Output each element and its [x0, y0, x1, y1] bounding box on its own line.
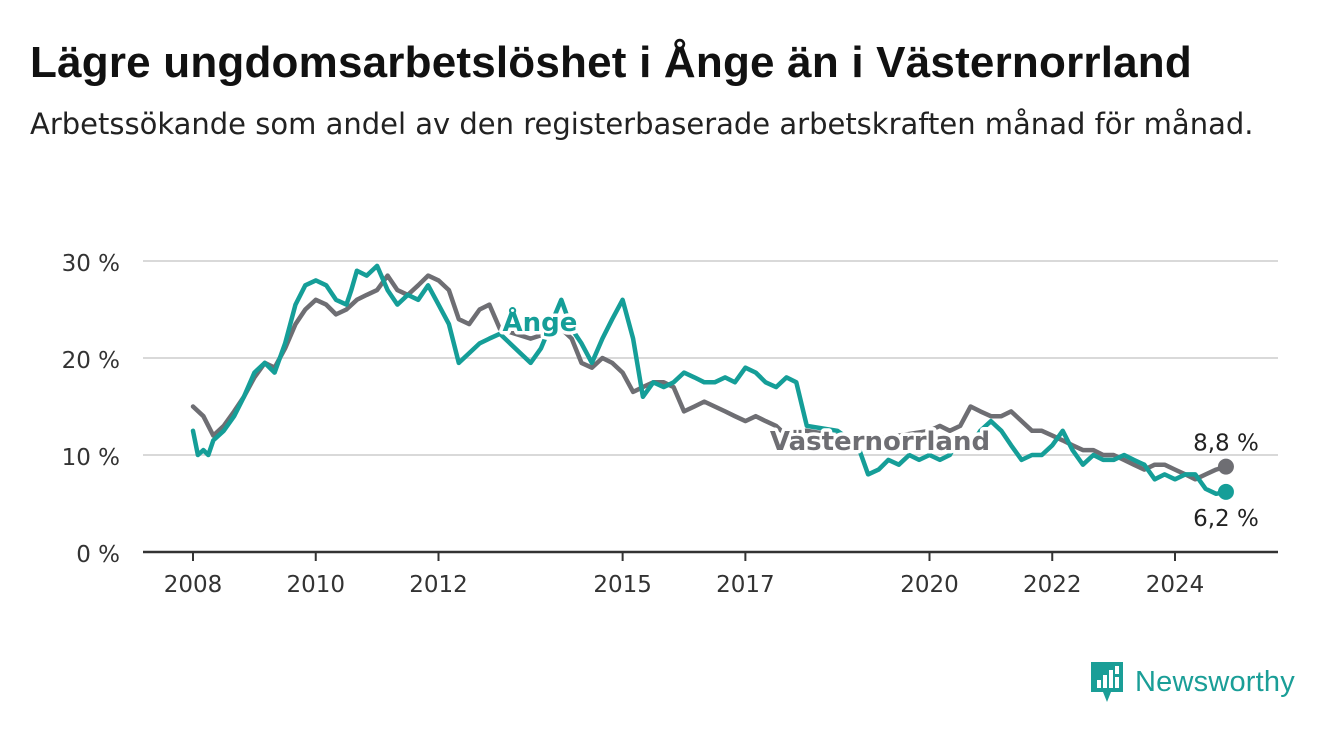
x-tick-label: 2015	[593, 572, 652, 598]
series-line-vasternorrland	[190, 273, 1229, 482]
x-tick-label: 2020	[900, 572, 959, 598]
end-value-label-ange: 6,2 %	[1193, 506, 1259, 532]
end-point-ange	[1217, 483, 1234, 500]
series-label-halo: Västernorrland	[770, 427, 990, 457]
series-lines	[190, 263, 1234, 500]
y-tick-label: 20 %	[62, 348, 120, 374]
chart-title: Lägre ungdomsarbetslöshet i Ånge än i Vä…	[30, 38, 1192, 87]
x-tick-label: 2022	[1023, 572, 1082, 598]
gridlines	[143, 260, 1278, 456]
series-label-vasternorrland: Västernorrland	[770, 427, 990, 457]
x-tick-label: 2017	[716, 572, 775, 598]
axes: 0 % 10 % 20 % 30 % 2008 2010 2012 2015 2017 2020 2…	[62, 251, 1278, 598]
x-tick-label: 2024	[1146, 572, 1205, 598]
series-label-ange: Ånge	[503, 306, 578, 338]
y-tick-label: 10 %	[62, 445, 120, 471]
logo-text: Newsworthy	[1135, 665, 1295, 698]
y-tick-label: 30 %	[62, 251, 120, 277]
newsworthy-chart-icon	[1091, 662, 1123, 702]
series-label-halo: Ånge	[503, 306, 578, 338]
x-tick-label: 2010	[286, 572, 345, 598]
newsworthy-logo: Newsworthy	[1089, 660, 1295, 704]
y-tick-label: 0 %	[76, 542, 120, 568]
series-line-ange	[190, 263, 1229, 497]
x-tick-label: 2012	[409, 572, 468, 598]
end-value-label-vasternorrland: 8,8 %	[1193, 431, 1259, 457]
series-labels: 8,8 %6,2 %ÅngeÅngeVästernorrlandVästerno…	[499, 303, 1259, 532]
chart-subtitle: Arbetssökande som andel av den registerb…	[30, 107, 1254, 141]
end-point-vasternorrland	[1217, 458, 1234, 475]
x-tick-label: 2008	[164, 572, 223, 598]
